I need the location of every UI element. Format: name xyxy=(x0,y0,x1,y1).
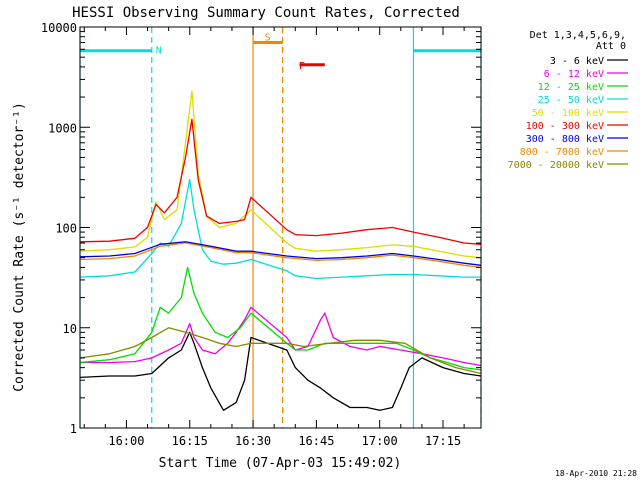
footer-date: 18-Apr-2010 21:28 xyxy=(555,469,637,478)
flag-label-f: F xyxy=(299,61,305,72)
y-axis-label: Corrected Count Rate (s⁻¹ detector⁻¹) xyxy=(12,102,27,392)
y-tick-label-3: 100 xyxy=(55,222,77,236)
series-group xyxy=(80,90,481,411)
x-tick-label-6: 17:15 xyxy=(425,434,461,448)
x-tick-label-3: 16:30 xyxy=(235,434,271,448)
legend-label-8: 800 - 7000 keV xyxy=(520,147,604,158)
x-tick-label-2: 16:15 xyxy=(172,434,208,448)
legend-label-7: 300 - 800 keV xyxy=(526,134,604,145)
chart-title: HESSI Observing Summary Count Rates, Cor… xyxy=(72,5,460,21)
series-line-9 xyxy=(80,327,481,375)
y-tick-label-4: 1000 xyxy=(48,121,77,135)
x-tick-label-4: 16:45 xyxy=(298,434,334,448)
series-line-3 xyxy=(80,266,481,371)
plot-area: N S F 16:00 16:15 16:30 16:45 17:00 17:15 1 10 100 1… xyxy=(41,21,482,448)
legend-label-4: 25 - 50 keV xyxy=(538,95,604,106)
legend-label-5: 50 - 100 keV xyxy=(532,108,604,119)
y-tick-label-5: 10000 xyxy=(41,21,77,35)
legend-label-9: 7000 - 20000 keV xyxy=(508,160,604,171)
legend-header-1: Det 1,3,4,5,6,9, xyxy=(530,30,626,41)
y-tick-label-2: 10 xyxy=(63,322,77,336)
x-axis-label: Start Time (07-Apr-03 15:49:02) xyxy=(159,456,402,471)
series-line-7 xyxy=(80,241,481,266)
legend-label-1: 3 - 6 keV xyxy=(550,56,604,67)
x-tick-label-5: 17:00 xyxy=(362,434,398,448)
series-line-2 xyxy=(80,306,481,367)
x-tick-label-1: 16:00 xyxy=(108,434,144,448)
legend-header-2: Att 0 xyxy=(596,41,626,52)
legend-label-2: 6 - 12 keV xyxy=(544,69,604,80)
legend: Det 1,3,4,5,6,9,Att 0 3 - 6 keV 6 - 12 keV… xyxy=(508,30,628,171)
series-line-1 xyxy=(80,331,481,411)
y-tick-label-1: 1 xyxy=(70,422,77,436)
series-line-6 xyxy=(80,118,481,245)
legend-label-3: 12 - 25 keV xyxy=(538,82,604,93)
flag-label-n: N xyxy=(156,46,162,57)
legend-label-6: 100 - 300 keV xyxy=(526,121,604,132)
series-line-8 xyxy=(80,242,481,269)
flag-label-s: S xyxy=(265,33,271,44)
